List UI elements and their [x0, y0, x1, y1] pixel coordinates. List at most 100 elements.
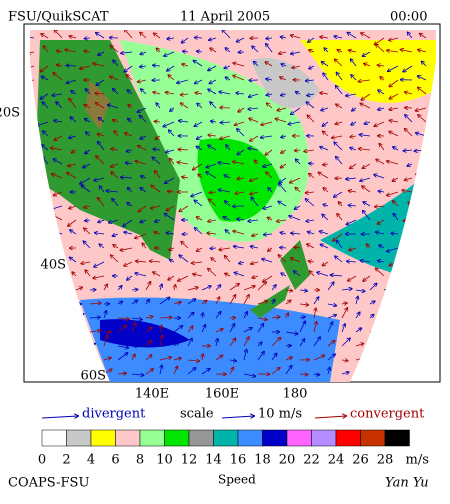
wind-arrow: [34, 341, 37, 346]
color-swatch: [336, 430, 361, 446]
wind-arrow: [384, 310, 388, 318]
colorbar-label: 22: [303, 453, 320, 468]
colorbar-label: 18: [254, 453, 271, 468]
wind-arrow: [426, 325, 428, 332]
wind-arrow: [23, 164, 34, 165]
color-swatch: [140, 430, 165, 446]
colorbar-label: 20: [279, 453, 296, 468]
wind-arrow: [48, 315, 59, 318]
wind-arrow: [48, 282, 56, 290]
wind-arrow: [34, 350, 36, 360]
colorbar-label: 8: [136, 453, 144, 468]
wind-arrow: [48, 304, 60, 305]
scale-label: scale: [180, 407, 214, 422]
color-swatch: [238, 430, 263, 446]
color-swatch: [312, 430, 337, 446]
wind-arrow: [43, 191, 48, 192]
wind-arrow: [26, 206, 34, 209]
wind-arrow: [426, 341, 434, 346]
wind-arrow: [421, 206, 426, 209]
wind-arrow: [412, 345, 418, 346]
wind-arrow: [43, 216, 48, 220]
wind-arrow: [76, 353, 86, 360]
wind-arrow: [407, 256, 412, 262]
color-swatch: [116, 430, 141, 446]
color-swatch: [214, 430, 239, 446]
convergent-label: convergent: [350, 407, 425, 422]
wind-arrow: [48, 360, 59, 362]
wind-arrow: [426, 315, 431, 318]
wind-arrow: [391, 276, 398, 278]
color-swatch: [263, 430, 288, 446]
wind-arrow: [408, 244, 412, 248]
wind-arrow: [38, 178, 48, 181]
wind-arrow: [34, 331, 39, 332]
wind-arrow: [25, 261, 34, 262]
colorbar-label: 4: [87, 453, 95, 468]
wind-arrow: [76, 346, 87, 348]
wind-arrow: [426, 284, 431, 290]
wind-arrow: [419, 228, 426, 234]
colorbar-label: 6: [111, 453, 119, 468]
wind-arrow: [412, 360, 419, 361]
wind-arrow: [407, 274, 412, 276]
wind-arrow: [412, 367, 416, 374]
wind-arrow: [280, 247, 286, 248]
wind-arrow: [407, 231, 412, 234]
color-swatch: [385, 430, 410, 446]
wind-arrow: [370, 364, 373, 374]
title: FSU/QuikSCAT: [8, 10, 109, 25]
wind-arrow: [384, 331, 393, 332]
color-swatch: [67, 430, 92, 446]
wind-arrow: [384, 303, 392, 304]
colorbar-label: 14: [205, 453, 222, 468]
wind-arrow: [26, 185, 34, 192]
wind-arrow: [384, 342, 392, 346]
wind-arrow: [42, 231, 48, 234]
wind-arrow: [26, 231, 34, 234]
color-swatch: [165, 430, 190, 446]
lon-label: 180: [283, 387, 308, 402]
wind-arrow: [416, 246, 426, 248]
wind-arrow: [416, 174, 426, 178]
color-swatch: [287, 430, 312, 446]
wind-arrow: [30, 217, 34, 220]
wind-arrow: [416, 260, 426, 262]
colorbar-label: 10: [156, 453, 173, 468]
wind-arrow: [40, 276, 48, 279]
colorbar-label: 12: [181, 453, 198, 468]
colorbar-title: Speed: [218, 473, 256, 487]
colorbar-label: 24: [328, 453, 345, 468]
wind-arrow: [53, 274, 62, 276]
lat-label: 60S: [81, 369, 106, 384]
wind-arrow: [62, 290, 69, 291]
scale-arrow: [222, 416, 254, 418]
colorbar-label: 0: [38, 453, 46, 468]
wind-arrow: [30, 174, 34, 178]
colorbar-label: 28: [377, 453, 394, 468]
wind-arrow: [421, 218, 426, 220]
wind-arrow: [418, 271, 426, 276]
color-swatch: [91, 430, 116, 446]
wind-arrow: [412, 283, 413, 290]
wind-arrow: [34, 283, 37, 290]
wind-arrow: [398, 337, 406, 346]
colorbar-label: 26: [352, 453, 369, 468]
lon-label: 140E: [135, 387, 169, 402]
wind-arrow: [426, 358, 433, 360]
colorbar-label: 16: [230, 453, 247, 468]
wind-arrow: [34, 301, 44, 304]
colorbar-unit: m/s: [406, 453, 429, 468]
wind-arrow: [76, 314, 84, 318]
lat-label: 40S: [41, 258, 66, 273]
wind-arrow: [398, 353, 404, 360]
wind-arrow: [55, 244, 62, 248]
wind-arrow: [62, 360, 70, 361]
wind-arrow: [26, 94, 34, 95]
footer-right: Yan Yu: [385, 476, 429, 491]
wind-arrow: [420, 184, 426, 192]
wind-arrow: [412, 309, 416, 318]
wind-arrow: [384, 353, 390, 360]
wind-arrow: [48, 329, 59, 332]
